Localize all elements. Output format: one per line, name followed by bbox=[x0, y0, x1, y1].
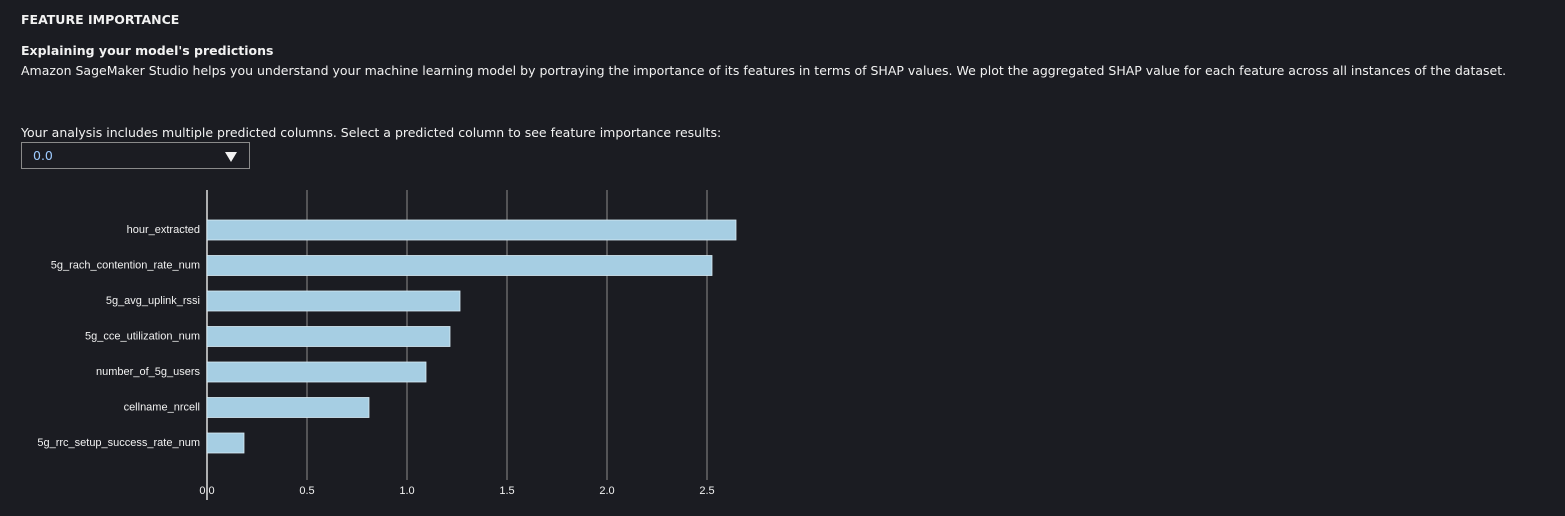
y-tick-label: 5g_cce_utilization_num bbox=[85, 330, 200, 342]
selector-prompt: Your analysis includes multiple predicte… bbox=[21, 125, 722, 140]
dropdown-value: 0.0 bbox=[33, 148, 53, 163]
bar bbox=[206, 361, 427, 383]
dropdown-arrow bbox=[225, 152, 237, 162]
bar bbox=[206, 397, 370, 418]
y-tick-label: cellname_nrcell bbox=[124, 401, 200, 413]
column-dropdown[interactable]: 0.0 bbox=[21, 142, 250, 169]
bar bbox=[206, 326, 451, 347]
bar bbox=[206, 219, 737, 241]
y-tick-label: hour_extracted bbox=[127, 224, 200, 236]
section-heading: Explaining your model's predictions bbox=[21, 43, 274, 58]
x-tick-label: 0.5 bbox=[299, 485, 314, 497]
bar bbox=[206, 290, 461, 312]
y-tick-label: 5g_rrc_setup_success_rate_num bbox=[37, 437, 200, 449]
y-tick-label: 5g_avg_uplink_rssi bbox=[106, 295, 200, 307]
x-tick-label: 2.5 bbox=[699, 485, 714, 497]
chart: 0.00.51.01.52.02.5hour_extracted5g_rach_… bbox=[37, 190, 737, 500]
bar bbox=[206, 255, 713, 276]
y-tick-label: number_of_5g_users bbox=[96, 366, 200, 378]
x-tick-label: 2.0 bbox=[599, 485, 614, 497]
page-title: FEATURE IMPORTANCE bbox=[21, 12, 180, 27]
bar bbox=[206, 432, 245, 454]
y-tick-label: 5g_rach_contention_rate_num bbox=[51, 259, 200, 271]
x-tick-label: 1.5 bbox=[499, 485, 514, 497]
x-tick-label: 1.0 bbox=[399, 485, 414, 497]
description: Amazon SageMaker Studio helps you unders… bbox=[21, 63, 1507, 78]
